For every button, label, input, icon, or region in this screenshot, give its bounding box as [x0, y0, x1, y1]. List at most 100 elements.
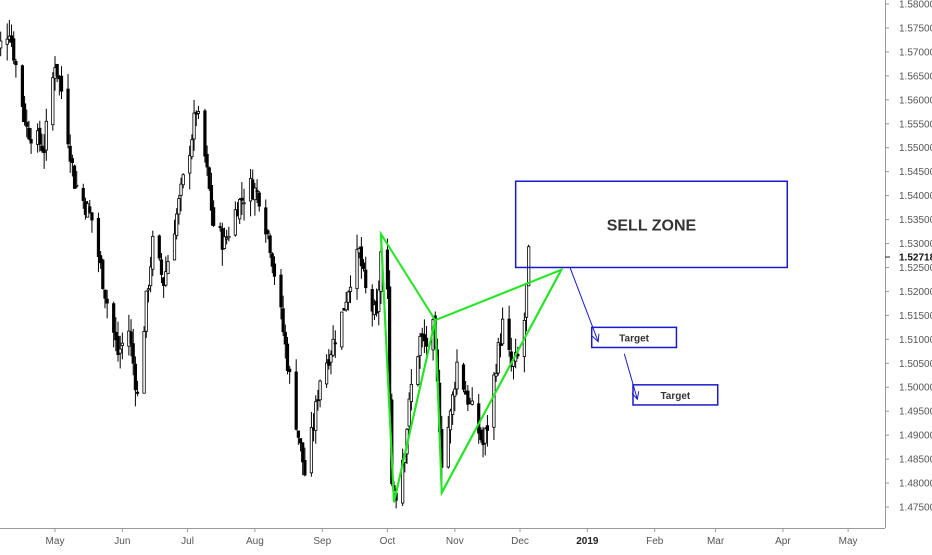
candle-down — [301, 442, 305, 463]
candle-down — [485, 425, 490, 431]
target-box — [590, 326, 678, 349]
price-tick-label: 1.50500 — [899, 359, 932, 370]
candle-down — [385, 249, 390, 290]
candle-down — [477, 403, 481, 434]
candle-down — [296, 430, 300, 438]
candle-up — [242, 202, 246, 205]
candle-down — [364, 269, 368, 289]
candle-down — [205, 153, 209, 168]
candle-up — [188, 155, 192, 174]
candle-down — [203, 110, 207, 157]
candle-up — [346, 291, 350, 303]
time-tick-label: Oct — [380, 536, 396, 547]
candle-up — [470, 400, 474, 405]
candle-down — [240, 197, 244, 201]
target-arrow-head — [631, 391, 640, 401]
harmonic-pattern — [379, 230, 564, 503]
candle-down — [507, 318, 511, 351]
candle-down — [131, 343, 135, 364]
candle-down — [25, 121, 29, 127]
time-tick-label: Sep — [313, 536, 331, 547]
candle-up — [377, 289, 381, 313]
last-price-label: 1.52718 — [899, 253, 932, 264]
candle-down — [257, 192, 261, 207]
price-tick-label: 1.54500 — [899, 167, 932, 178]
candle-up — [177, 198, 181, 215]
price-tick-label: 1.49000 — [899, 431, 932, 442]
target-arrow-line — [569, 267, 599, 342]
candle-down — [116, 336, 120, 356]
candle-up — [496, 342, 500, 374]
candle-up — [418, 335, 422, 357]
candle-up — [448, 410, 453, 431]
candle-up — [309, 427, 314, 474]
candle-up — [227, 235, 231, 239]
price-tick-label: 1.55500 — [899, 119, 932, 130]
candle-up — [314, 401, 318, 431]
candle-up — [494, 373, 498, 377]
price-tick-label: 1.56000 — [899, 95, 932, 106]
candle-up — [348, 286, 353, 292]
price-tick-label: 1.48000 — [899, 479, 932, 490]
price-tick-label: 1.49500 — [899, 407, 932, 418]
time-tick-label: Jul — [181, 536, 194, 547]
candle-down — [22, 103, 27, 123]
candle-down — [157, 235, 161, 259]
candle-down — [264, 207, 268, 235]
time-tick-label: May — [839, 536, 858, 547]
time-tick-label: Aug — [246, 536, 264, 547]
candle-up — [253, 187, 257, 201]
candle-up — [455, 361, 459, 390]
price-tick-label: 1.53000 — [899, 239, 932, 250]
pattern-legs — [379, 233, 563, 503]
candle-down — [361, 262, 366, 269]
candle-up — [483, 428, 487, 444]
candle-down — [359, 246, 363, 267]
time-tick-label: Apr — [775, 536, 791, 547]
candle-up — [181, 174, 185, 186]
candle-down — [479, 429, 483, 440]
candle-down — [303, 460, 307, 476]
candle-up — [44, 120, 48, 151]
sell-zone-box — [514, 180, 789, 269]
candle-up — [451, 394, 455, 415]
candle-up — [416, 356, 420, 385]
candle-up — [325, 362, 329, 385]
candle-up — [222, 236, 227, 249]
candle-down — [68, 145, 72, 162]
candle-down — [285, 343, 290, 371]
time-tick-label: Dec — [511, 536, 529, 547]
candle-down — [268, 235, 272, 253]
candle-down — [29, 139, 33, 144]
candle-down — [27, 127, 31, 140]
price-tick-label: 1.57500 — [899, 23, 932, 34]
candle-up — [527, 246, 531, 287]
price-tick-label: 1.51500 — [899, 311, 932, 322]
candle-down — [212, 207, 216, 226]
price-tick-label: 1.56500 — [899, 71, 932, 82]
candle-up — [409, 383, 413, 403]
candle-down — [88, 206, 92, 213]
candle-up — [190, 139, 194, 158]
candle-down — [90, 212, 94, 221]
time-tick-label: Feb — [646, 536, 664, 547]
candle-down — [370, 289, 374, 312]
candle-down — [283, 331, 287, 345]
candle-down — [422, 334, 426, 342]
candle-down — [159, 259, 164, 275]
candle-up — [233, 209, 237, 236]
candle-up — [196, 111, 201, 114]
candle-down — [255, 190, 259, 192]
candle-down — [103, 289, 107, 299]
candle-down — [133, 363, 137, 391]
candle-up — [166, 261, 170, 275]
candle-up — [146, 288, 151, 291]
candle-up — [120, 342, 124, 346]
candle-down — [288, 368, 292, 373]
candle-down — [129, 331, 133, 344]
candle-down — [81, 188, 85, 201]
candle-up — [340, 311, 344, 348]
candle-up — [0, 40, 3, 49]
candle-down — [70, 158, 74, 164]
